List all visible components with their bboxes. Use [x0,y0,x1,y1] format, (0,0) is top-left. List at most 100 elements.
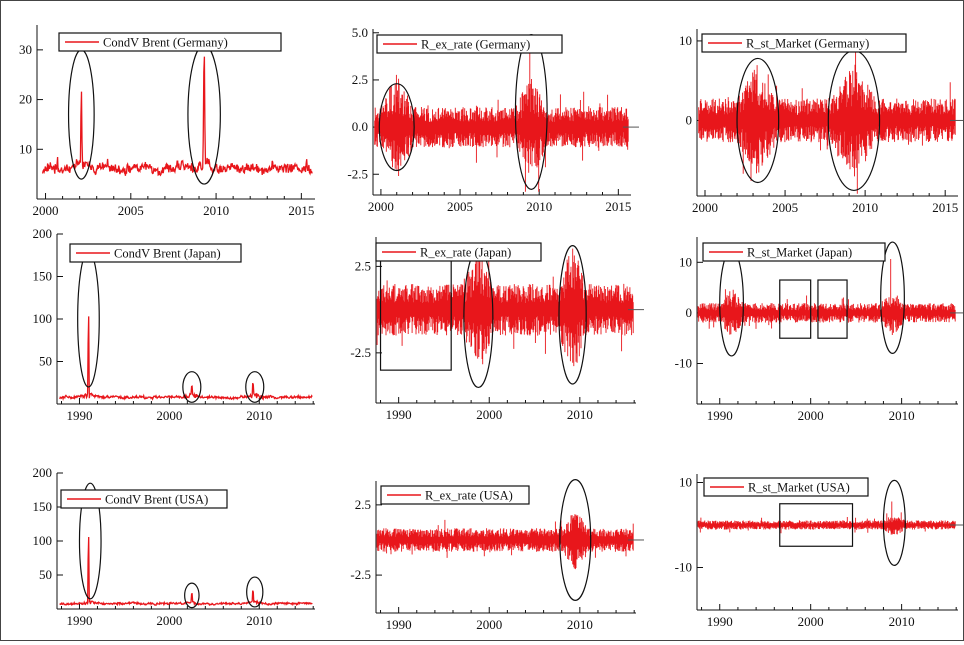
legend-box [701,33,907,53]
series-line [59,536,313,607]
series-line [41,56,313,177]
y-tick-label: 2.5 [355,258,371,273]
x-tick-label: 2000 [798,408,824,423]
x-tick-label: 2015 [605,199,631,214]
legend-label: CondV Brent (USA) [105,493,208,507]
panel-p2: 2000 2005 2010 2015 -2.5 0.0 2.5 5.0 R_ex_rate (… [347,25,639,214]
legend-label: CondV Brent (Germany) [103,36,228,50]
highlight-ellipse [736,57,780,184]
legend-p7: CondV Brent (USA) [60,489,228,509]
y-tick-label: -2.5 [350,567,371,582]
highlight-ellipse [184,582,200,609]
x-tick-label: 2000 [368,199,394,214]
highlight-ellipse [378,83,415,172]
legend-p6: R_st_Market (Japan) [702,242,886,262]
legend-box [58,32,282,52]
highlight-box [779,279,812,339]
highlight-ellipse [880,241,905,354]
highlight-ellipse [245,371,265,403]
y-tick-label: 10 [679,254,692,269]
series-line [376,248,634,367]
x-tick-label: 2010 [567,407,593,422]
y-tick-label: 5.0 [352,25,368,40]
x-tick-label: 2015 [932,200,958,215]
x-tick-label: 1990 [66,408,92,423]
y-tick-label: 0 [686,112,693,127]
x-tick-label: 2000 [33,203,59,218]
y-tick-label: 2.5 [352,72,368,87]
legend-label: R_st_Market (Germany) [746,37,869,51]
x-tick-label: 2000 [156,408,182,423]
y-tick-label: 200 [33,465,53,480]
legend-p1: CondV Brent (Germany) [58,32,282,52]
series-line [376,514,634,570]
y-tick-label: 10 [679,475,692,490]
highlight-ellipse [182,371,202,403]
legend-label: CondV Brent (Japan) [114,247,221,261]
x-tick-label: 2010 [889,614,915,629]
x-tick-label: 2000 [692,200,718,215]
x-tick-label: 2010 [889,408,915,423]
x-tick-label: 2000 [476,617,502,632]
highlight-ellipse [719,249,744,357]
highlight-ellipse [558,245,587,385]
highlight-ellipse [559,478,592,601]
legend-box [380,485,530,505]
y-tick-label: 20 [19,92,32,107]
panel-p3: 2000 2005 2010 2015 0 10 R_st_Market (Germany) [679,29,964,215]
y-tick-label: -2.5 [350,345,371,360]
y-tick-label: -10 [675,356,692,371]
legend-box [702,242,886,262]
x-tick-label: 2015 [288,203,314,218]
legend-box [60,489,228,509]
y-tick-label: 2.5 [355,497,371,512]
panel-p5: 1990 2000 2010 -2.5 2.5 R_ex_rate (Japan) [350,237,644,422]
legend-box [376,34,563,54]
series-line [59,316,313,402]
panel-p4: 1990 2000 2010 50 100 150 200 CondV Brent (Japa… [33,226,315,423]
x-tick-label: 1990 [66,613,92,628]
legend-label: R_ex_rate (USA) [425,489,513,503]
x-tick-label: 2010 [852,200,878,215]
y-tick-label: 0.0 [352,119,368,134]
x-tick-label: 2005 [772,200,798,215]
y-tick-label: 50 [39,567,52,582]
x-tick-label: 1990 [386,617,412,632]
legend-p4: CondV Brent (Japan) [69,243,242,263]
legend-p9: R_st_Market (USA) [703,477,869,497]
legend-box [69,243,242,263]
legend-label: R_ex_rate (Germany) [421,38,530,52]
panel-p9: 1990 2000 2010 -10 10 R_st_Market (USA) [675,474,964,629]
panel-p8: 1990 2000 2010 -2.5 2.5 R_ex_rate (USA) [350,478,644,632]
y-tick-label: 200 [33,226,53,241]
y-tick-label: 150 [33,499,53,514]
highlight-ellipse [246,576,264,608]
highlight-box [779,503,854,547]
panel-p1: 2000 2005 2010 2015 10 20 30 CondV Brent (Germa… [19,25,315,218]
y-tick-label: 150 [33,269,53,284]
legend-p8: R_ex_rate (USA) [380,485,530,505]
legend-label: R_st_Market (Japan) [747,246,852,260]
x-tick-label: 1990 [707,614,733,629]
highlight-ellipse [78,482,102,600]
y-tick-label: 0 [686,305,693,320]
x-tick-label: 2010 [246,408,272,423]
y-tick-label: -2.5 [347,166,368,181]
series-line [697,259,956,335]
x-tick-label: 2005 [118,203,144,218]
x-tick-label: 2005 [447,199,473,214]
legend-label: R_st_Market (USA) [748,481,850,495]
panel-p6: 1990 2000 2010 -10 0 10 R_st_Market (Japan) [675,237,964,423]
x-tick-label: 1990 [707,408,733,423]
y-tick-label: 50 [39,354,52,369]
x-tick-label: 2000 [798,614,824,629]
x-tick-label: 2000 [156,613,182,628]
x-tick-label: 1990 [386,407,412,422]
x-tick-label: 2010 [203,203,229,218]
series-line [697,501,956,535]
y-tick-label: -10 [675,560,692,575]
y-tick-label: 10 [19,141,32,156]
y-tick-label: 100 [33,311,53,326]
